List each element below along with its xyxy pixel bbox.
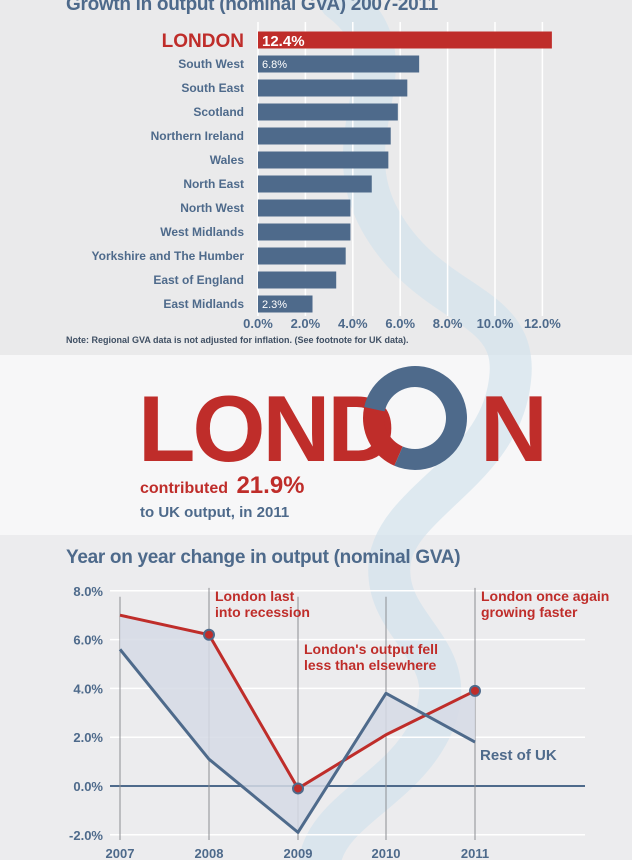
bar: [258, 199, 351, 217]
london-point-marker: [469, 684, 481, 697]
donut-london-slice: [363, 406, 403, 466]
bar-x-tick-label: 8.0%: [433, 316, 463, 331]
bar-chart-title: Growth in output (nominal GVA) 2007-2011: [66, 0, 438, 15]
line-chart-title: Year on year change in output (nominal G…: [66, 547, 461, 568]
bar-category-label: North West: [180, 201, 244, 215]
bar-category-label: East Midlands: [163, 297, 244, 311]
line-x-tick-label: 2011: [461, 846, 489, 860]
line-x-tick-label: 2010: [372, 846, 401, 860]
bar-x-tick-label: 4.0%: [338, 316, 368, 331]
bar: [258, 247, 346, 265]
london-wordmark-last-letter: N: [480, 376, 548, 481]
bar: [258, 127, 391, 145]
bar: [258, 31, 552, 49]
bar-category-label: Wales: [210, 153, 245, 167]
annotation-text: London last: [215, 588, 295, 604]
bar-category-label: West Midlands: [160, 225, 244, 239]
line-x-tick-label: 2009: [284, 846, 313, 860]
contribution-tail: to UK output, in 2011: [140, 504, 290, 521]
line-y-tick-label: 0.0%: [73, 779, 103, 794]
bar-category-label: Northern Ireland: [151, 129, 244, 143]
bar-chart-note: Note: Regional GVA data is not adjusted …: [66, 335, 409, 345]
annotation-text: London once again: [481, 588, 609, 604]
bar-data-label: 12.4%: [262, 33, 305, 50]
bar-data-label: 6.8%: [262, 59, 287, 71]
bar-category-label: North East: [183, 177, 244, 191]
bar-x-tick-label: 10.0%: [477, 316, 514, 331]
bar-category-label: East of England: [153, 273, 244, 287]
annotation-text: London's output fell: [304, 641, 438, 657]
bar: [258, 271, 337, 289]
gap-shaded-area: [120, 615, 475, 833]
bar-category-label: Yorkshire and The Humber: [92, 249, 245, 263]
rest-of-uk-line: [118, 648, 476, 834]
annotation-text: growing faster: [481, 604, 578, 620]
annotation-text: less than elsewhere: [304, 657, 437, 673]
bar-x-tick-label: 0.0%: [243, 316, 273, 331]
bar-category-label: Scotland: [193, 105, 244, 119]
line-y-tick-label: 4.0%: [73, 681, 103, 696]
bar-data-label: 2.3%: [262, 299, 287, 311]
bar-x-tick-label: 2.0%: [291, 316, 321, 331]
line-y-tick-label: -2.0%: [69, 828, 103, 843]
bar-x-tick-label: 12.0%: [524, 316, 561, 331]
donut-chart-icon: [363, 366, 467, 470]
bar: [258, 223, 351, 241]
rest-of-uk-label: Rest of UK: [480, 747, 557, 764]
regional-growth-bar-chart: 0.0% 2.0% 4.0% 6.0% 8.0% 10.0% 12.0% LONDON 12.4…: [92, 22, 561, 331]
contribution-statement: contributed 21.9%: [140, 472, 305, 500]
contribution-share: 21.9%: [236, 472, 305, 499]
bar: [258, 151, 389, 169]
bar: [258, 175, 372, 193]
london-point-marker: [292, 782, 304, 795]
yearly-change-line-chart: -2.0% 0.0% 2.0% 4.0% 6.0% 8.0% 2007 2008 2009 201…: [69, 584, 609, 860]
bar: [258, 295, 313, 313]
bar: [258, 79, 408, 97]
bar: [258, 103, 398, 121]
line-x-tick-label: 2008: [195, 846, 224, 860]
line-y-tick-label: 8.0%: [73, 584, 103, 599]
bar-x-tick-label: 6.0%: [385, 316, 415, 331]
bar-category-label: South West: [178, 57, 244, 71]
bar: [258, 55, 420, 73]
contributed-label: contributed: [140, 480, 228, 497]
line-y-tick-label: 6.0%: [73, 633, 103, 648]
bar-category-label: South East: [181, 81, 244, 95]
donut-rest-slice: [364, 366, 467, 470]
line-x-tick-label: 2007: [106, 846, 135, 860]
line-y-tick-label: 2.0%: [73, 730, 103, 745]
annotation-text: into recession: [215, 604, 310, 620]
london-point-marker: [203, 628, 215, 641]
london-wordmark: LOND: [138, 376, 395, 481]
bar-category-label: LONDON: [162, 31, 244, 52]
